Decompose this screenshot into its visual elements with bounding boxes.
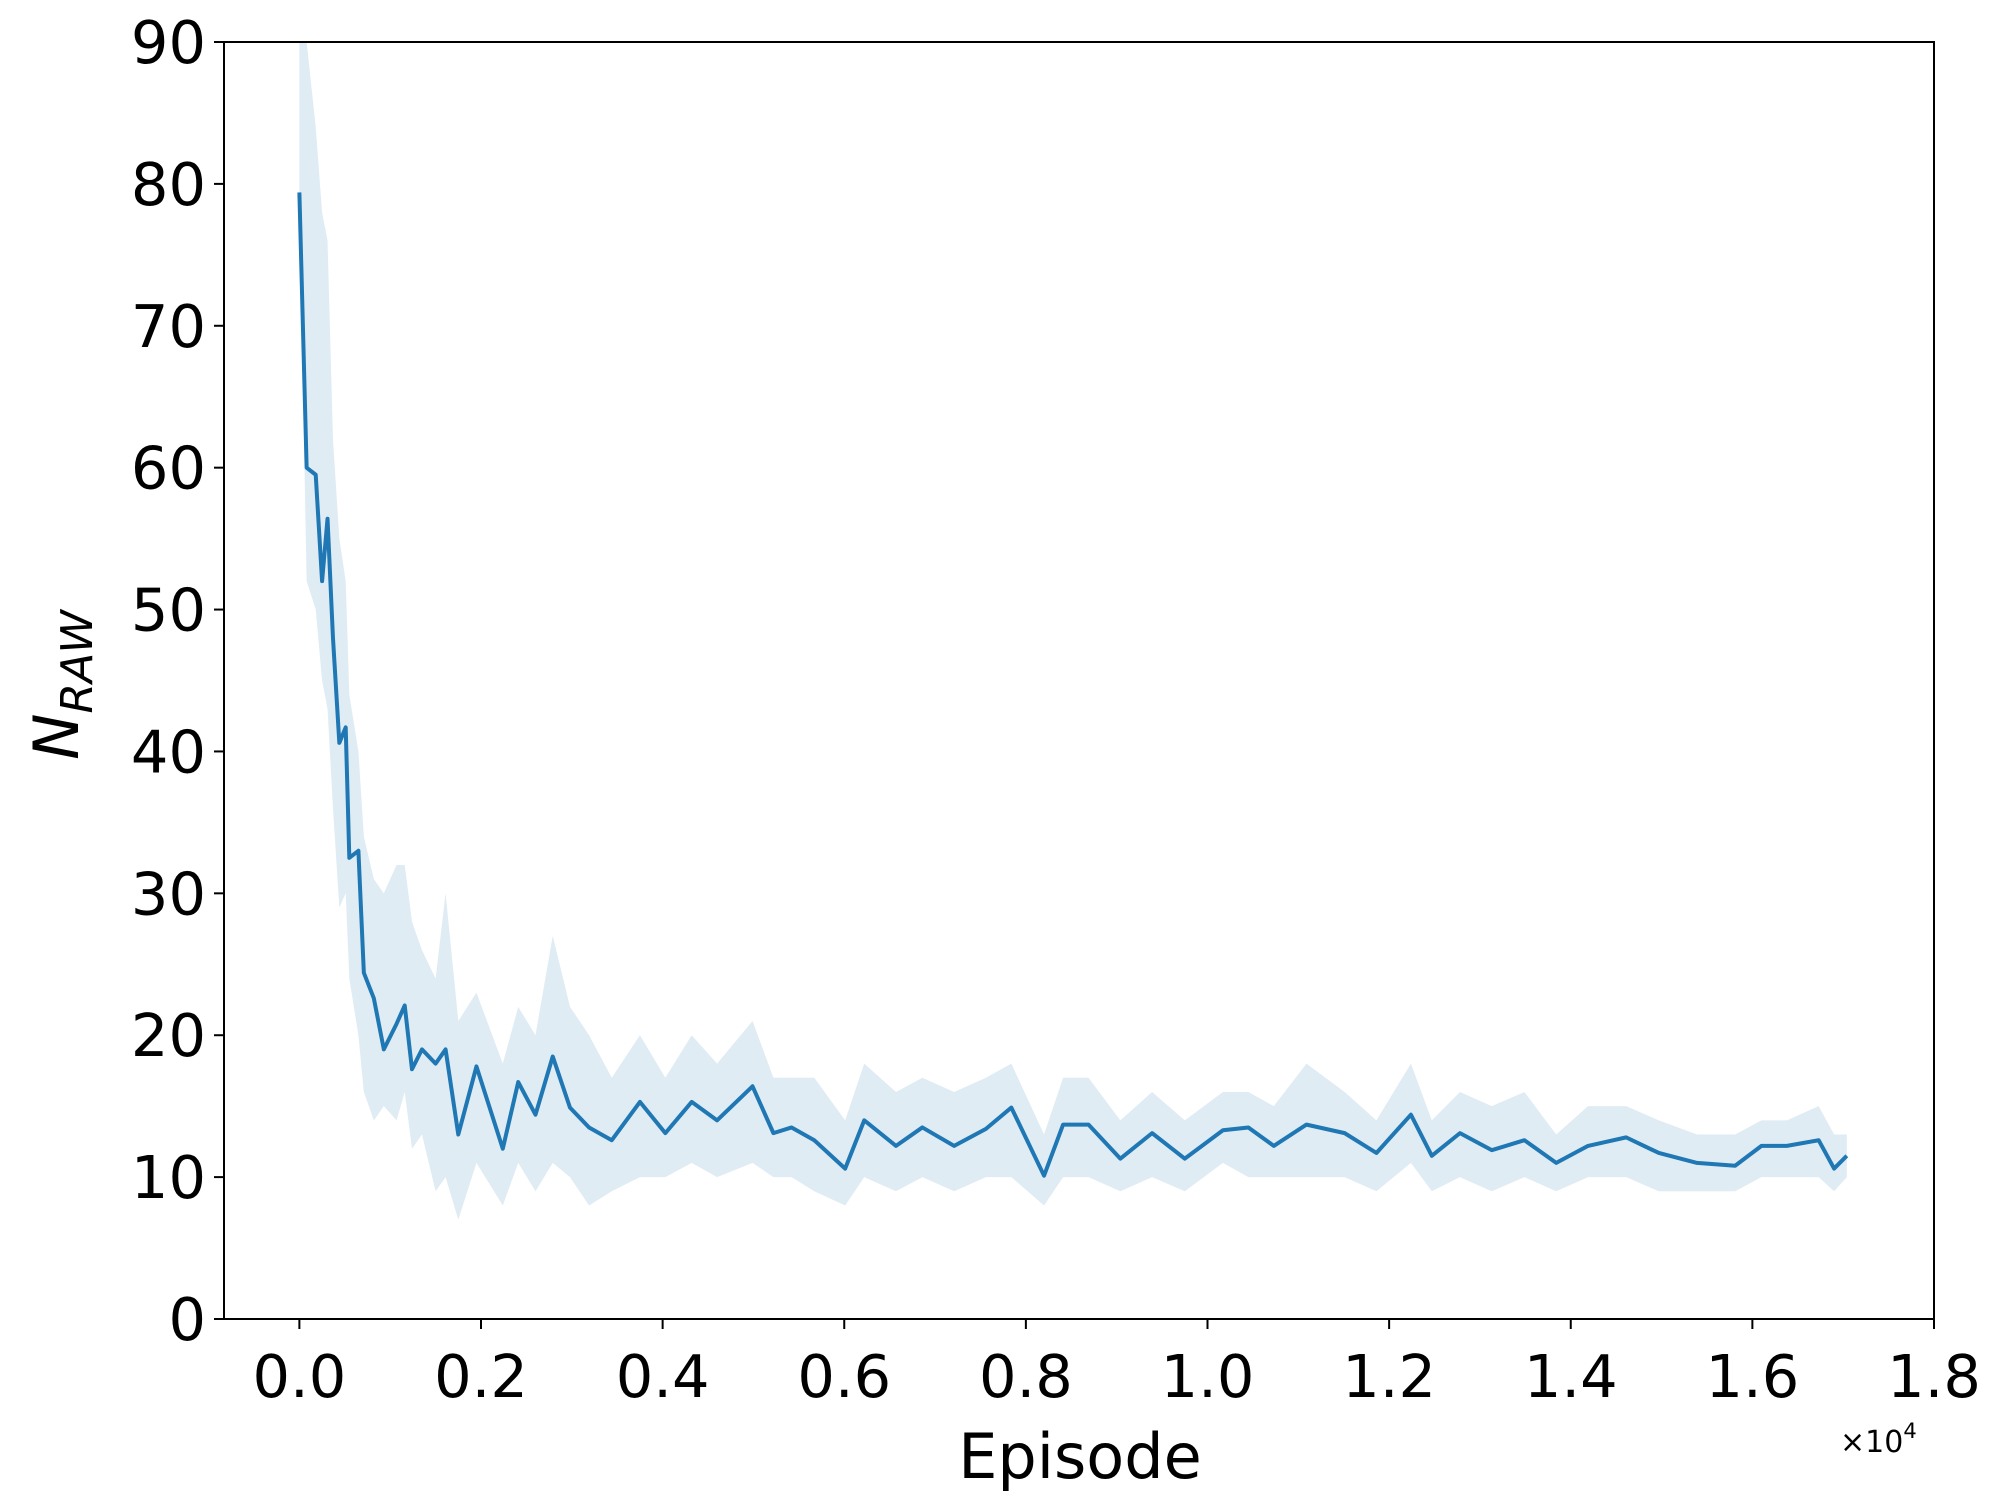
y-tick-label: 40 bbox=[131, 717, 206, 786]
x-tick-label: 0.4 bbox=[616, 1342, 710, 1411]
axes-frame bbox=[223, 41, 1935, 1320]
x-tick-label: 0.6 bbox=[797, 1342, 891, 1411]
x-tick-label: 1.0 bbox=[1161, 1342, 1255, 1411]
line bbox=[297, 192, 1849, 1178]
y-tick-label: 30 bbox=[131, 859, 206, 928]
y-tick-label: 60 bbox=[131, 434, 206, 503]
y-axis-label: NRAW bbox=[20, 609, 103, 760]
y-tick-label: 90 bbox=[131, 8, 206, 77]
x-offset-base: ×10 bbox=[1840, 1425, 1903, 1460]
x-tick-label: 0.0 bbox=[252, 1342, 346, 1411]
y-label-main: N bbox=[20, 714, 93, 760]
x-tick-label: 1.2 bbox=[1342, 1342, 1436, 1411]
plot-area bbox=[297, 42, 1849, 1220]
y-tick-label: 50 bbox=[131, 576, 206, 645]
y-tick-label: 80 bbox=[131, 150, 206, 219]
x-axis-label: Episode bbox=[958, 1420, 1202, 1493]
y-tick-label: 0 bbox=[168, 1285, 206, 1354]
y-tick-label: 20 bbox=[131, 1001, 206, 1070]
y-tick-label: 70 bbox=[131, 292, 206, 361]
x-tick-label: 1.6 bbox=[1705, 1342, 1799, 1411]
x-tick-label: 0.8 bbox=[979, 1342, 1073, 1411]
confidence-band bbox=[299, 42, 1847, 1220]
x-tick-label: 0.2 bbox=[434, 1342, 528, 1411]
x-tick-label: 1.4 bbox=[1524, 1342, 1618, 1411]
y-tick-label: 10 bbox=[131, 1143, 206, 1212]
x-offset: ×104 bbox=[1840, 1419, 1917, 1460]
y-label-sub: RAW bbox=[52, 609, 103, 714]
x-offset-exp: 4 bbox=[1903, 1419, 1916, 1443]
x-tick-label: 1.8 bbox=[1887, 1342, 1981, 1411]
